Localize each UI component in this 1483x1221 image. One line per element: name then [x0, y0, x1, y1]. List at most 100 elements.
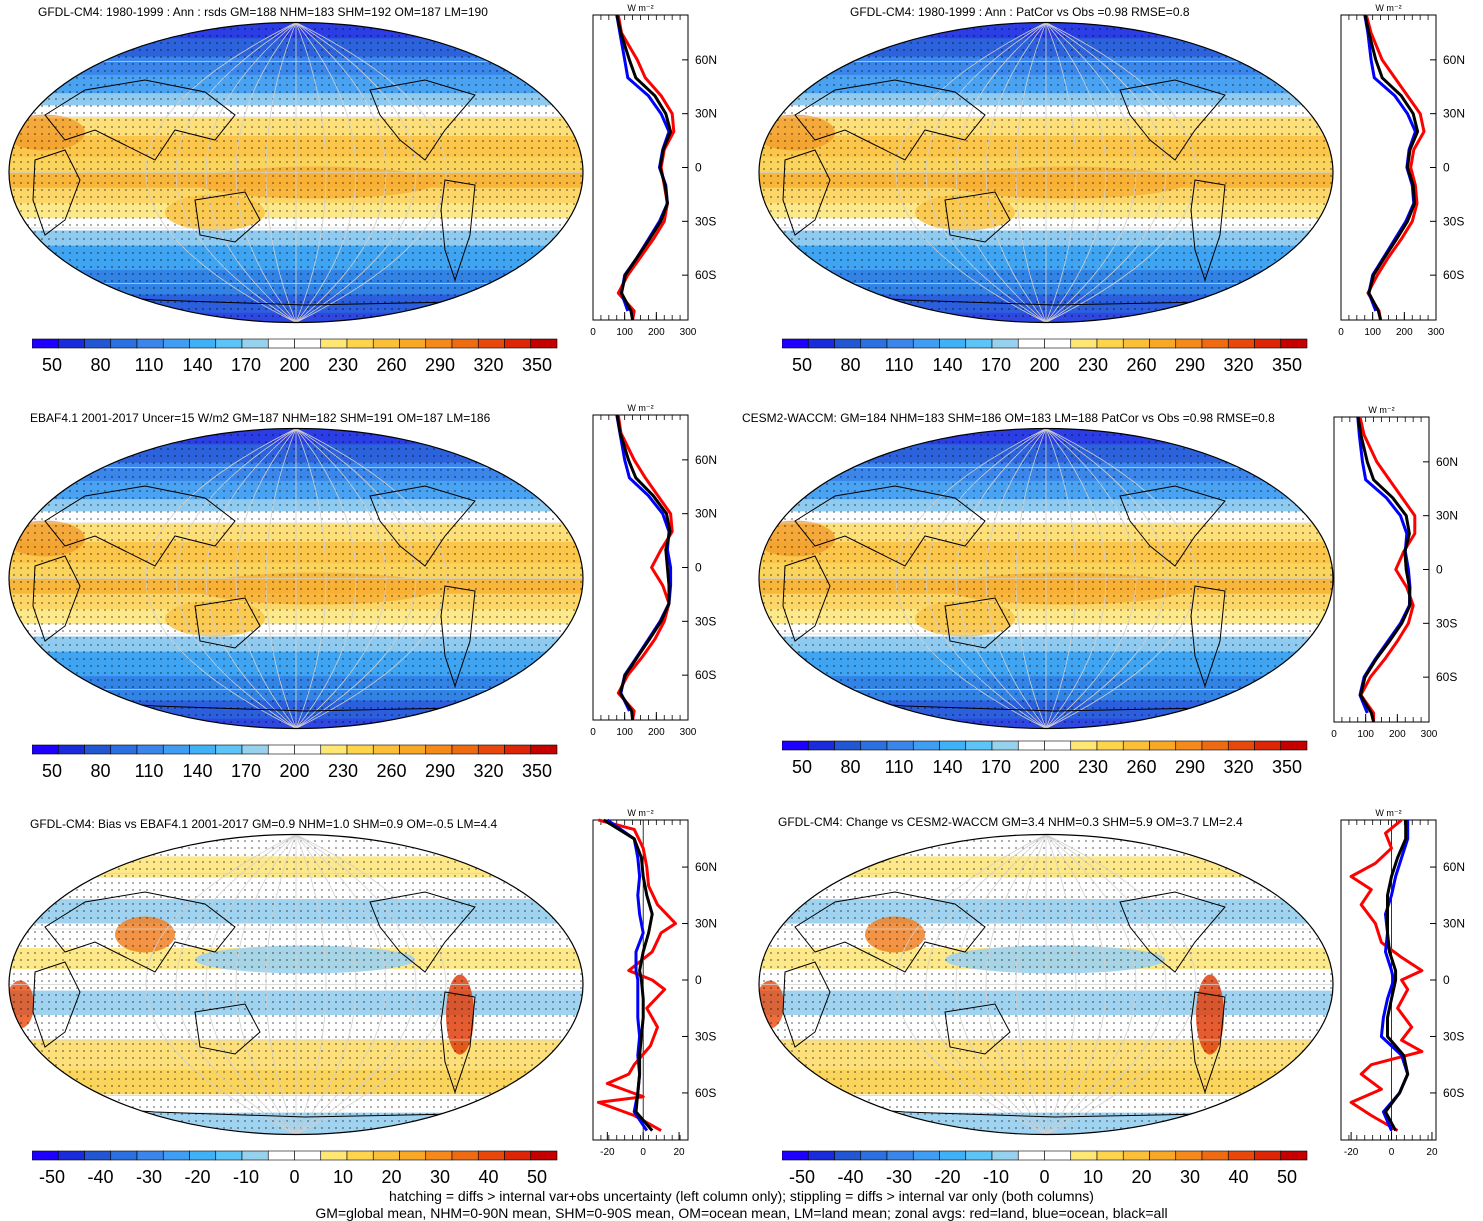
- colorbar-label: 110: [885, 355, 914, 375]
- zonal-xtick-label: 0: [1338, 327, 1344, 338]
- colorbar-swatch: [1175, 1150, 1203, 1161]
- colorbar-swatch: [1096, 1150, 1124, 1161]
- zonal-series-all: [603, 818, 654, 1132]
- colorbar-swatch: [1280, 338, 1308, 349]
- colorbar-swatch: [346, 1150, 374, 1161]
- colorbar-swatch: [807, 1150, 835, 1161]
- colorbar-label: 110: [885, 757, 914, 777]
- colorbar-swatch: [294, 1150, 322, 1161]
- colorbar-swatch: [241, 338, 269, 349]
- colorbar-swatch: [782, 1150, 809, 1161]
- colorbar-label: -40: [837, 1167, 863, 1187]
- colorbar-label: 290: [1175, 757, 1205, 777]
- zonal-ytick-label: 60S: [1443, 1086, 1464, 1100]
- colorbar-swatch: [1044, 338, 1072, 349]
- colorbar-swatch: [215, 744, 243, 755]
- zonal-ytick-label: 0: [1443, 161, 1450, 175]
- colorbar-swatch: [110, 1150, 138, 1161]
- zonal-xtick-label: 200: [648, 727, 665, 738]
- zonal-series-land: [616, 414, 674, 721]
- colorbar-label: -40: [87, 1167, 113, 1187]
- colorbar-label: 40: [1228, 1167, 1248, 1187]
- zonal-ytick-label: 60N: [695, 860, 717, 874]
- colorbar-swatch: [1201, 338, 1229, 349]
- zonal-series-all: [1363, 14, 1420, 321]
- colorbar-label: 80: [840, 355, 860, 375]
- colorbar-label: 80: [840, 757, 860, 777]
- colorbar-swatch: [346, 338, 374, 349]
- colorbar-label: 0: [289, 1167, 299, 1187]
- footer-line-2: GM=global mean, NHM=0-90N mean, SHM=0-90…: [315, 1205, 1168, 1221]
- zonal-ytick-label: 60S: [1443, 268, 1464, 282]
- zonal-xtick-label: 100: [616, 327, 633, 338]
- colorbar-swatch: [807, 740, 835, 751]
- colorbar-swatch: [451, 1150, 479, 1161]
- zonal-xtick-label: 0: [1389, 1147, 1395, 1158]
- panel-title-p6: GFDL-CM4: Change vs CESM2-WACCM GM=3.4 N…: [778, 815, 1243, 829]
- zonal-plot-p2: W m⁻² 60N 30N 0 30S 60S 0 100 200 300: [1338, 3, 1465, 338]
- colorbar-swatch: [372, 1150, 400, 1161]
- colorbar-swatch: [1280, 1150, 1308, 1161]
- colorbar-swatch: [57, 338, 85, 349]
- colorbar-label: 80: [90, 761, 110, 781]
- colorbar-swatch: [530, 338, 558, 349]
- colorbar-label: 260: [1126, 355, 1156, 375]
- colorbar-swatch: [1070, 1150, 1098, 1161]
- zonal-unit-label: W m⁻²: [627, 808, 653, 818]
- zonal-xtick-label: 20: [1426, 1147, 1438, 1158]
- colorbar-swatch: [1201, 740, 1229, 751]
- zonal-ytick-label: 60N: [1443, 53, 1465, 67]
- colorbar-label: 170: [231, 761, 261, 781]
- colorbar-swatch: [110, 744, 138, 755]
- zonal-series-all: [615, 414, 672, 721]
- colorbar-swatch: [346, 744, 374, 755]
- colorbar-swatch: [1227, 740, 1255, 751]
- colorbar-swatch: [320, 744, 348, 755]
- zonal-series-land: [596, 818, 677, 1132]
- colorbar-swatch: [991, 740, 1019, 751]
- colorbar-swatch: [912, 740, 940, 751]
- panel-title-p1: GFDL-CM4: 1980-1999 : Ann : rsds GM=188 …: [38, 5, 488, 19]
- colorbar-swatch: [939, 338, 967, 349]
- zonal-xtick-label: 0: [590, 327, 596, 338]
- zonal-plot-p5: W m⁻² 60N 30N 0 30S 60S -20 0 20: [592, 808, 717, 1158]
- colorbar-swatch: [504, 744, 532, 755]
- colorbar-swatch: [939, 1150, 967, 1161]
- colorbar-swatch: [189, 744, 217, 755]
- colorbar-swatch: [215, 1150, 243, 1161]
- colorbar-label: 350: [522, 355, 552, 375]
- colorbar-label: 10: [1083, 1167, 1103, 1187]
- zonal-series-all: [615, 14, 673, 321]
- colorbar-swatch: [504, 1150, 532, 1161]
- zonal-unit-label: W m⁻²: [1368, 405, 1394, 415]
- colorbar-swatch: [136, 338, 164, 349]
- colorbar-swatch: [1070, 338, 1098, 349]
- colorbar-swatch: [834, 740, 862, 751]
- zonal-series-land: [1349, 818, 1424, 1132]
- colorbar-label: 200: [1029, 757, 1059, 777]
- colorbar-swatch: [1149, 1150, 1177, 1161]
- zonal-ytick-label: 30S: [695, 614, 716, 628]
- zonal-ytick-label: 30N: [695, 917, 717, 931]
- colorbar-label: 290: [425, 761, 455, 781]
- panel-title-p5: GFDL-CM4: Bias vs EBAF4.1 2001-2017 GM=0…: [30, 817, 498, 831]
- map-p2: [758, 21, 1334, 324]
- zonal-unit-label: W m⁻²: [627, 403, 653, 413]
- colorbar-label: 230: [328, 761, 358, 781]
- zonal-series-land: [1364, 14, 1426, 321]
- colorbar-label: 290: [425, 355, 455, 375]
- zonal-ytick-label: 30N: [1436, 509, 1458, 523]
- colorbar-swatch: [886, 338, 914, 349]
- zonal-series-land: [1358, 416, 1417, 722]
- colorbar-label: 320: [473, 761, 503, 781]
- zonal-xtick-label: 100: [1357, 729, 1374, 740]
- colorbar-label: 30: [1180, 1167, 1200, 1187]
- colorbar-label: 50: [42, 761, 62, 781]
- colorbar-swatch: [939, 740, 967, 751]
- colorbar-swatch: [1280, 740, 1308, 751]
- colorbar-swatch: [136, 744, 164, 755]
- colorbar-swatch: [136, 1150, 164, 1161]
- zonal-unit-label: W m⁻²: [1375, 3, 1401, 13]
- zonal-ytick-label: 0: [1436, 563, 1443, 577]
- colorbar-label: 140: [932, 355, 962, 375]
